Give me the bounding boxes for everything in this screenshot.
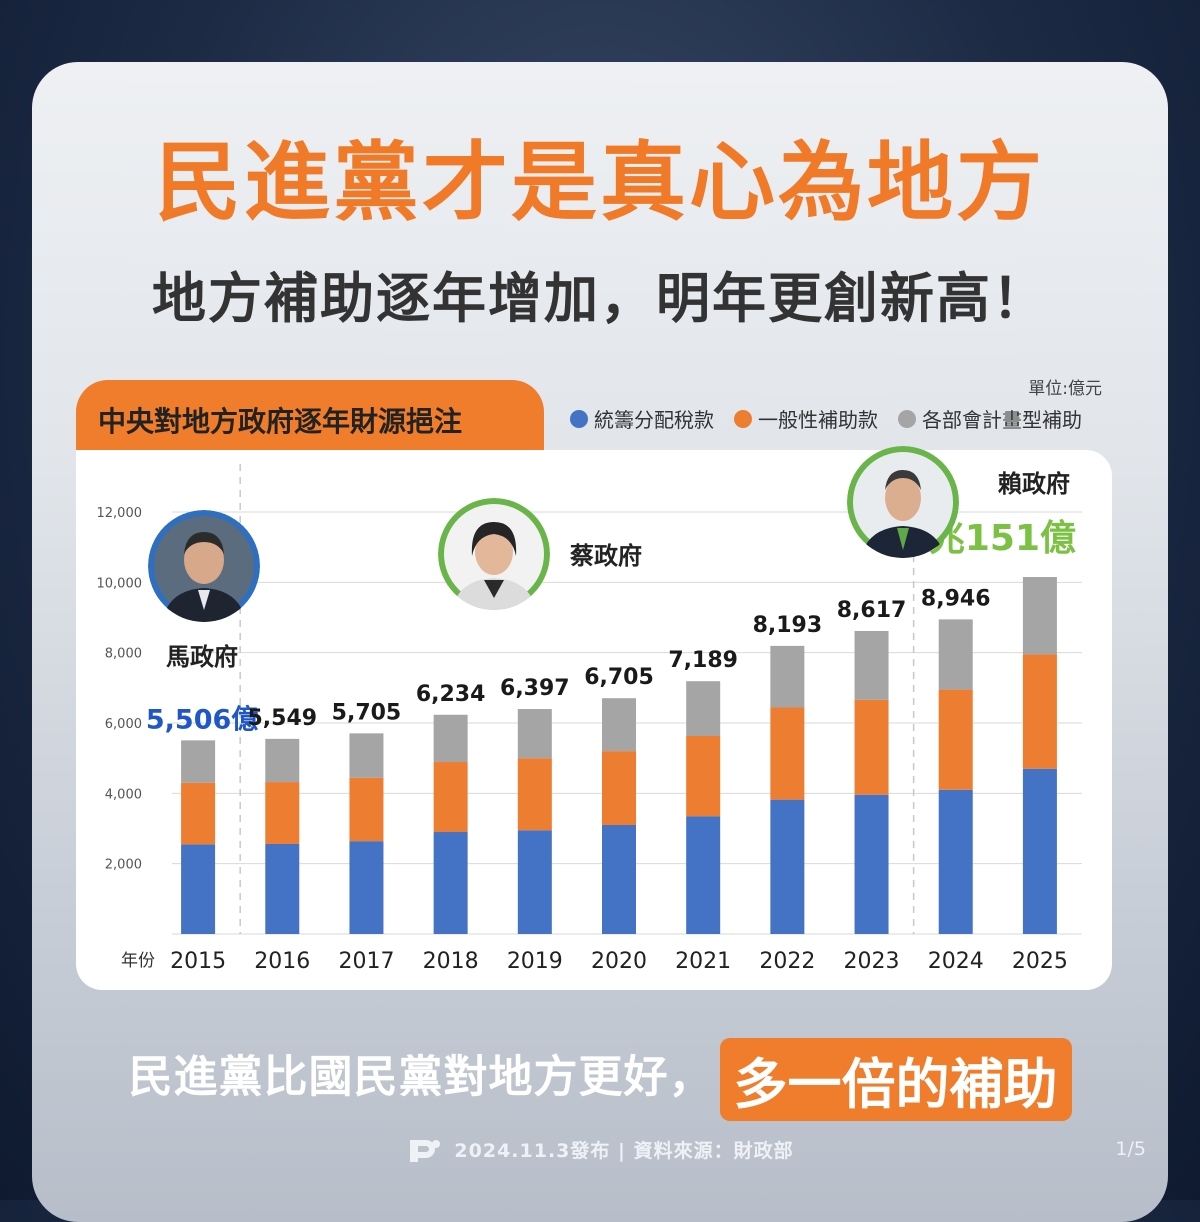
x-tick-label: 2018	[423, 949, 479, 974]
bar-segment-general	[770, 707, 805, 800]
bar-segment-general	[517, 758, 552, 831]
bar-segment-project	[938, 619, 973, 690]
y-tick-label: 2,000	[105, 858, 142, 873]
bar-segment-general	[602, 751, 636, 825]
bottom-message-text: 民進黨比國民黨對地方更好，	[128, 1051, 714, 1103]
bar-segment-tax	[686, 816, 721, 934]
y-tick-label: 10,000	[97, 576, 143, 591]
bar-segment-general	[349, 777, 384, 842]
bar-segment-tax	[770, 799, 805, 934]
y-tick-label: 8,000	[105, 647, 142, 662]
x-tick-label: 2024	[928, 949, 984, 974]
stacked-bar-chart: 2,000 4,000 6,000 8,000 10,000 12,000 2015 2016…	[97, 464, 1082, 974]
bar-segment-general	[938, 689, 973, 790]
total-value-label: 8,946	[921, 586, 991, 611]
chart-legend: 統籌分配稅款 一般性補助款 各部會計畫型補助	[570, 404, 1082, 433]
page-title: 民進黨才是真心為地方	[155, 133, 1045, 233]
era-annotation: 蔡政府	[570, 542, 642, 570]
bar-segment-project	[854, 630, 889, 700]
bar-segment-project	[1022, 577, 1057, 655]
legend-label-general: 一般性補助款	[758, 408, 878, 432]
legend-item-general: 一般性補助款	[734, 404, 878, 433]
legend-dot-orange	[734, 409, 752, 428]
bar-segment-tax	[1022, 768, 1057, 934]
y-tick-label: 6,000	[105, 717, 142, 732]
era-annotation: 賴政府	[998, 470, 1070, 498]
bar-segment-general	[686, 736, 721, 817]
bar-segment-tax	[602, 824, 636, 934]
x-tick-label: 2015	[170, 949, 226, 974]
legend-dot-gray	[898, 409, 916, 428]
legend-label-tax: 統籌分配稅款	[594, 408, 714, 432]
party-logo-icon	[406, 1136, 442, 1167]
bar-segment-general	[854, 699, 889, 795]
x-tick-label: 2021	[675, 949, 731, 974]
total-value-label: 8,617	[837, 598, 907, 623]
bar-segment-tax	[517, 830, 552, 934]
tsai-portrait-avatar	[438, 498, 550, 610]
footer: 2024.11.3發布 | 資料來源：財政部	[0, 1136, 1200, 1167]
bar-segment-project	[433, 714, 468, 763]
y-tick-label: 4,000	[105, 787, 142, 802]
bar-segment-general	[265, 782, 300, 844]
bar-segment-tax	[854, 794, 889, 934]
bar-segment-project	[349, 733, 384, 778]
bottom-message: 民進黨比國民黨對地方更好， 多一倍的補助	[0, 1038, 1200, 1121]
bar-segment-tax	[938, 789, 973, 934]
legend-item-project: 各部會計畫型補助	[898, 404, 1082, 433]
chart-heading: 中央對地方政府逐年財源挹注	[98, 405, 463, 438]
x-tick-label: 2020	[591, 949, 647, 974]
total-value-label: 6,705	[584, 665, 654, 690]
bar-segment-general	[1022, 654, 1057, 769]
bar-segment-tax	[349, 841, 384, 934]
x-tick-label: 2019	[507, 949, 563, 974]
y-tick-label: 12,000	[97, 506, 143, 521]
legend-item-tax: 統籌分配稅款	[570, 404, 714, 433]
total-value-label-highlight-2015: 5,506億	[146, 704, 258, 735]
bar-segment-project	[602, 698, 636, 752]
x-axis-label: 年份	[121, 951, 155, 971]
page-number: 1/5	[1115, 1138, 1146, 1160]
bar-segment-tax	[433, 832, 468, 934]
total-value-label: 7,189	[668, 648, 738, 673]
total-value-label: 6,234	[416, 682, 486, 707]
bar-segment-general	[433, 762, 468, 833]
x-tick-label: 2016	[254, 949, 310, 974]
x-tick-label: 2022	[759, 949, 815, 974]
page-subtitle: 地方補助逐年增加，明年更創新高！	[152, 267, 1048, 330]
total-value-label: 6,397	[500, 676, 570, 701]
bar-segment-project	[265, 738, 300, 783]
unit-label: 單位:億元	[1028, 379, 1102, 399]
bar-segment-tax	[265, 843, 300, 934]
bar-segment-project	[517, 709, 552, 759]
x-tick-label: 2025	[1012, 949, 1068, 974]
legend-label-project: 各部會計畫型補助	[922, 408, 1082, 432]
ma-portrait-avatar	[148, 510, 260, 622]
footer-source: 2024.11.3發布 | 資料來源：財政部	[454, 1140, 794, 1162]
era-annotation: 馬政府	[166, 643, 238, 671]
bar-segment-tax	[181, 844, 216, 934]
x-tick-label: 2017	[338, 949, 394, 974]
bar-segment-general	[181, 782, 216, 845]
total-value-label: 5,549	[247, 706, 317, 731]
legend-dot-blue	[570, 409, 588, 428]
x-tick-label: 2023	[844, 949, 900, 974]
bar-segment-project	[770, 645, 805, 708]
total-value-label: 8,193	[753, 613, 823, 638]
bottom-message-highlight: 多一倍的補助	[719, 1038, 1072, 1121]
bar-segment-project	[686, 681, 721, 737]
bar-segment-project	[181, 740, 216, 783]
lai-portrait-avatar	[847, 446, 959, 558]
total-value-label: 5,705	[332, 700, 402, 725]
chart-heading-tab: 中央對地方政府逐年財源挹注	[76, 380, 544, 452]
